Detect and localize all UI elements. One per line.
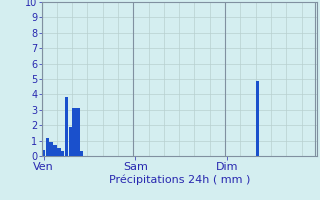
Bar xyxy=(65,97,68,156)
Bar xyxy=(46,138,49,156)
Bar xyxy=(72,108,76,156)
Bar xyxy=(53,145,57,156)
Bar xyxy=(42,150,45,156)
Bar xyxy=(49,142,53,156)
Bar xyxy=(256,81,259,156)
Bar xyxy=(61,151,64,156)
X-axis label: Précipitations 24h ( mm ): Précipitations 24h ( mm ) xyxy=(108,174,250,185)
Bar xyxy=(68,127,72,156)
Bar xyxy=(76,108,80,156)
Bar xyxy=(80,151,84,156)
Bar xyxy=(57,148,60,156)
